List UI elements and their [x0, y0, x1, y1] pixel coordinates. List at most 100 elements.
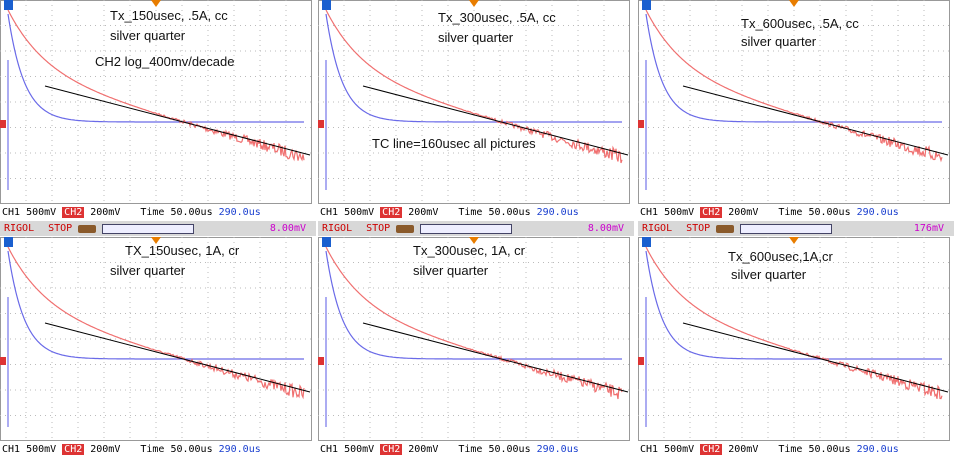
scope-panel: Tx_300usec, .5A, cc silver quarter TC line… — [318, 0, 634, 220]
scope-panel: RIGOL STOP 8.00mV TX_150usec, 1A, cr silver … — [0, 221, 316, 457]
t-marker — [4, 237, 13, 247]
annotation: silver quarter — [731, 267, 807, 282]
annotation: silver quarter — [110, 263, 186, 278]
annotation: Tx_600usec,1A,cr — [728, 249, 833, 264]
t-marker — [322, 237, 331, 247]
t-marker — [322, 0, 331, 10]
ch2-trace — [645, 246, 943, 400]
ch2-scale: 200mV — [408, 207, 439, 218]
ch2-scale: 200mV — [728, 207, 759, 218]
trigger-marker — [469, 0, 479, 7]
trigger-marker — [789, 237, 799, 244]
trigger-marker — [469, 237, 479, 244]
trigger-offset: 290.0us — [218, 207, 261, 218]
tc-line — [44, 85, 311, 156]
ch1-trace — [325, 13, 622, 123]
ch2-marker — [318, 357, 324, 365]
ch1-label: CH1 — [640, 444, 659, 455]
run-state: STOP — [686, 223, 711, 234]
ch2-label: CH2 — [380, 207, 403, 218]
ch1-label: CH1 — [320, 207, 339, 218]
ch2-scale: 200mV — [728, 444, 759, 455]
annotation: Tx_150usec, .5A, cc — [110, 8, 228, 23]
scope-panel: Tx_150usec, .5A, cc silver quarter CH2 log… — [0, 0, 316, 220]
ch2-marker — [638, 120, 644, 128]
ch2-label: CH2 — [700, 207, 723, 218]
ch2-marker — [638, 357, 644, 365]
trigger-offset: 290.0us — [218, 444, 261, 455]
status-bar: CH1 500mV CH2 200mV Time 50.00us 290.0us — [638, 205, 954, 220]
timebase: Time 50.00us — [140, 444, 213, 455]
ch1-scale: 500mV — [26, 207, 57, 218]
waveform-plot: Tx_600usec, .5A, cc silver quarter — [638, 0, 950, 204]
trigger-marker — [789, 0, 799, 7]
annotation: Tx_600usec, .5A, cc — [741, 16, 859, 31]
status-bar: CH1 500mV CH2 200mV Time 50.00us 290.0us — [318, 205, 634, 220]
tc-line — [682, 85, 949, 156]
waveform-plot: Tx_150usec, .5A, cc silver quarter CH2 log… — [0, 0, 312, 204]
t-marker — [4, 0, 13, 10]
annotation: Tx_300usec, 1A, cr — [413, 243, 526, 258]
ch1-trace — [7, 13, 304, 123]
annotation: TC line=160usec all pictures — [372, 136, 536, 151]
memory-icon — [716, 224, 735, 233]
ch2-marker — [0, 120, 6, 128]
status-bar: CH1 500mV CH2 200mV Time 50.00us 290.0us — [638, 442, 954, 457]
ch1-trace — [645, 250, 942, 360]
header-bar: RIGOL STOP 8.00mV — [318, 221, 634, 236]
memory-icon — [396, 224, 415, 233]
ch2-label: CH2 — [700, 444, 723, 455]
ch2-marker — [0, 357, 6, 365]
waveform-icon — [740, 223, 833, 234]
ch1-trace — [325, 250, 622, 360]
ch2-label: CH2 — [380, 444, 403, 455]
ch1-trace — [7, 250, 304, 360]
annotation: Tx_300usec, .5A, cc — [438, 10, 556, 25]
annotation: silver quarter — [741, 34, 817, 49]
waveform-plot: TX_150usec, 1A, cr silver quarter — [0, 237, 312, 441]
ch1-label: CH1 — [640, 207, 659, 218]
tc-line — [682, 322, 949, 393]
tc-line — [362, 322, 629, 393]
run-state: STOP — [366, 223, 391, 234]
memory-icon — [78, 224, 97, 233]
annotation: silver quarter — [110, 28, 186, 43]
timebase: Time 50.00us — [458, 207, 531, 218]
trigger-marker — [151, 0, 161, 7]
brand: RIGOL — [642, 223, 673, 234]
ch1-label: CH1 — [320, 444, 339, 455]
status-bar: CH1 500mV CH2 200mV Time 50.00us 290.0us — [0, 442, 316, 457]
run-state: STOP — [48, 223, 73, 234]
waveform-icon — [420, 223, 513, 234]
scope-panel: RIGOL STOP 176mV Tx_600usec,1A,cr silver qua… — [638, 221, 954, 457]
waveform-plot: Tx_300usec, 1A, cr silver quarter — [318, 237, 630, 441]
waveform-icon — [102, 223, 195, 234]
trigger-level: 8.00mV — [587, 223, 624, 234]
annotation: silver quarter — [438, 30, 514, 45]
ch1-trace — [645, 13, 942, 123]
trigger-offset: 290.0us — [536, 207, 579, 218]
ch1-label: CH1 — [2, 444, 21, 455]
ch1-scale: 500mV — [664, 207, 695, 218]
timebase: Time 50.00us — [778, 444, 851, 455]
trigger-level: 8.00mV — [269, 223, 306, 234]
timebase: Time 50.00us — [140, 207, 213, 218]
trigger-offset: 290.0us — [856, 444, 899, 455]
ch1-scale: 500mV — [26, 444, 57, 455]
ch1-scale: 500mV — [344, 444, 375, 455]
trigger-marker — [151, 237, 161, 244]
timebase: Time 50.00us — [778, 207, 851, 218]
trigger-offset: 290.0us — [856, 207, 899, 218]
ch2-trace — [7, 246, 305, 400]
ch2-scale: 200mV — [408, 444, 439, 455]
header-bar: RIGOL STOP 176mV — [638, 221, 954, 236]
ch2-marker — [318, 120, 324, 128]
trigger-offset: 290.0us — [536, 444, 579, 455]
brand: RIGOL — [4, 223, 35, 234]
ch2-label: CH2 — [62, 444, 85, 455]
tc-line — [362, 85, 629, 156]
ch2-label: CH2 — [62, 207, 85, 218]
brand: RIGOL — [322, 223, 353, 234]
